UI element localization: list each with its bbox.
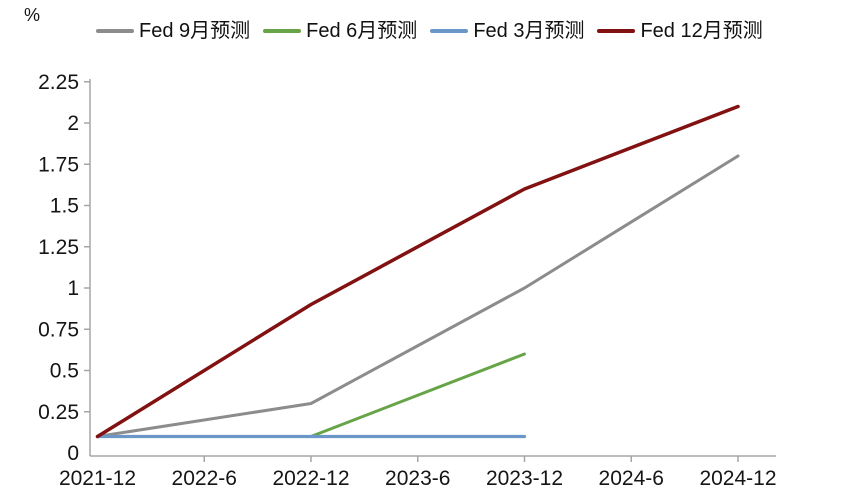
legend-item-1: Fed 6月预测 xyxy=(263,21,417,41)
legend-item-2: Fed 3月预测 xyxy=(430,21,584,41)
x-tick-label: 2021-12 xyxy=(59,467,136,490)
x-tick-label: 2023-12 xyxy=(486,467,563,490)
legend-item-0: Fed 9月预测 xyxy=(96,21,250,41)
y-tick-label: 1.75 xyxy=(38,153,79,176)
y-tick-label: 2.25 xyxy=(38,71,79,94)
series-line-1 xyxy=(309,352,526,438)
y-tick-label: 0.25 xyxy=(38,401,79,424)
x-tick-label: 2023-6 xyxy=(385,467,450,490)
legend: Fed 9月预测 Fed 6月预测 Fed 3月预测 Fed 12月预测 xyxy=(96,21,763,41)
series-line-3 xyxy=(95,104,740,439)
y-tick-label: 1.25 xyxy=(38,236,79,259)
y-axis-unit-label: % xyxy=(24,5,41,25)
x-tick-label: 2024-12 xyxy=(699,467,776,490)
y-tick-label: 0 xyxy=(67,442,79,465)
y-tick-label: 1 xyxy=(67,277,79,300)
x-tick-label: 2024-6 xyxy=(599,467,664,490)
legend-label: Fed 9月预测 xyxy=(139,20,251,42)
y-tick-label: 0.5 xyxy=(50,360,79,383)
y-tick-label: 2 xyxy=(67,112,79,135)
legend-label: Fed 3月预测 xyxy=(473,20,585,42)
legend-label: Fed 12月预测 xyxy=(640,20,763,42)
legend-line-swatch xyxy=(263,29,302,33)
y-tick-label: 1.5 xyxy=(50,195,79,218)
legend-line-swatch xyxy=(597,29,636,33)
legend-label: Fed 6月预测 xyxy=(306,20,418,42)
series-line-0 xyxy=(96,154,740,438)
x-tick-label: 2022-12 xyxy=(272,467,349,490)
legend-line-swatch xyxy=(430,29,469,33)
x-tick-label: 2022-6 xyxy=(172,467,237,490)
y-tick-label: 0.75 xyxy=(38,318,79,341)
legend-item-3: Fed 12月预测 xyxy=(597,20,763,42)
legend-line-swatch xyxy=(96,29,134,33)
